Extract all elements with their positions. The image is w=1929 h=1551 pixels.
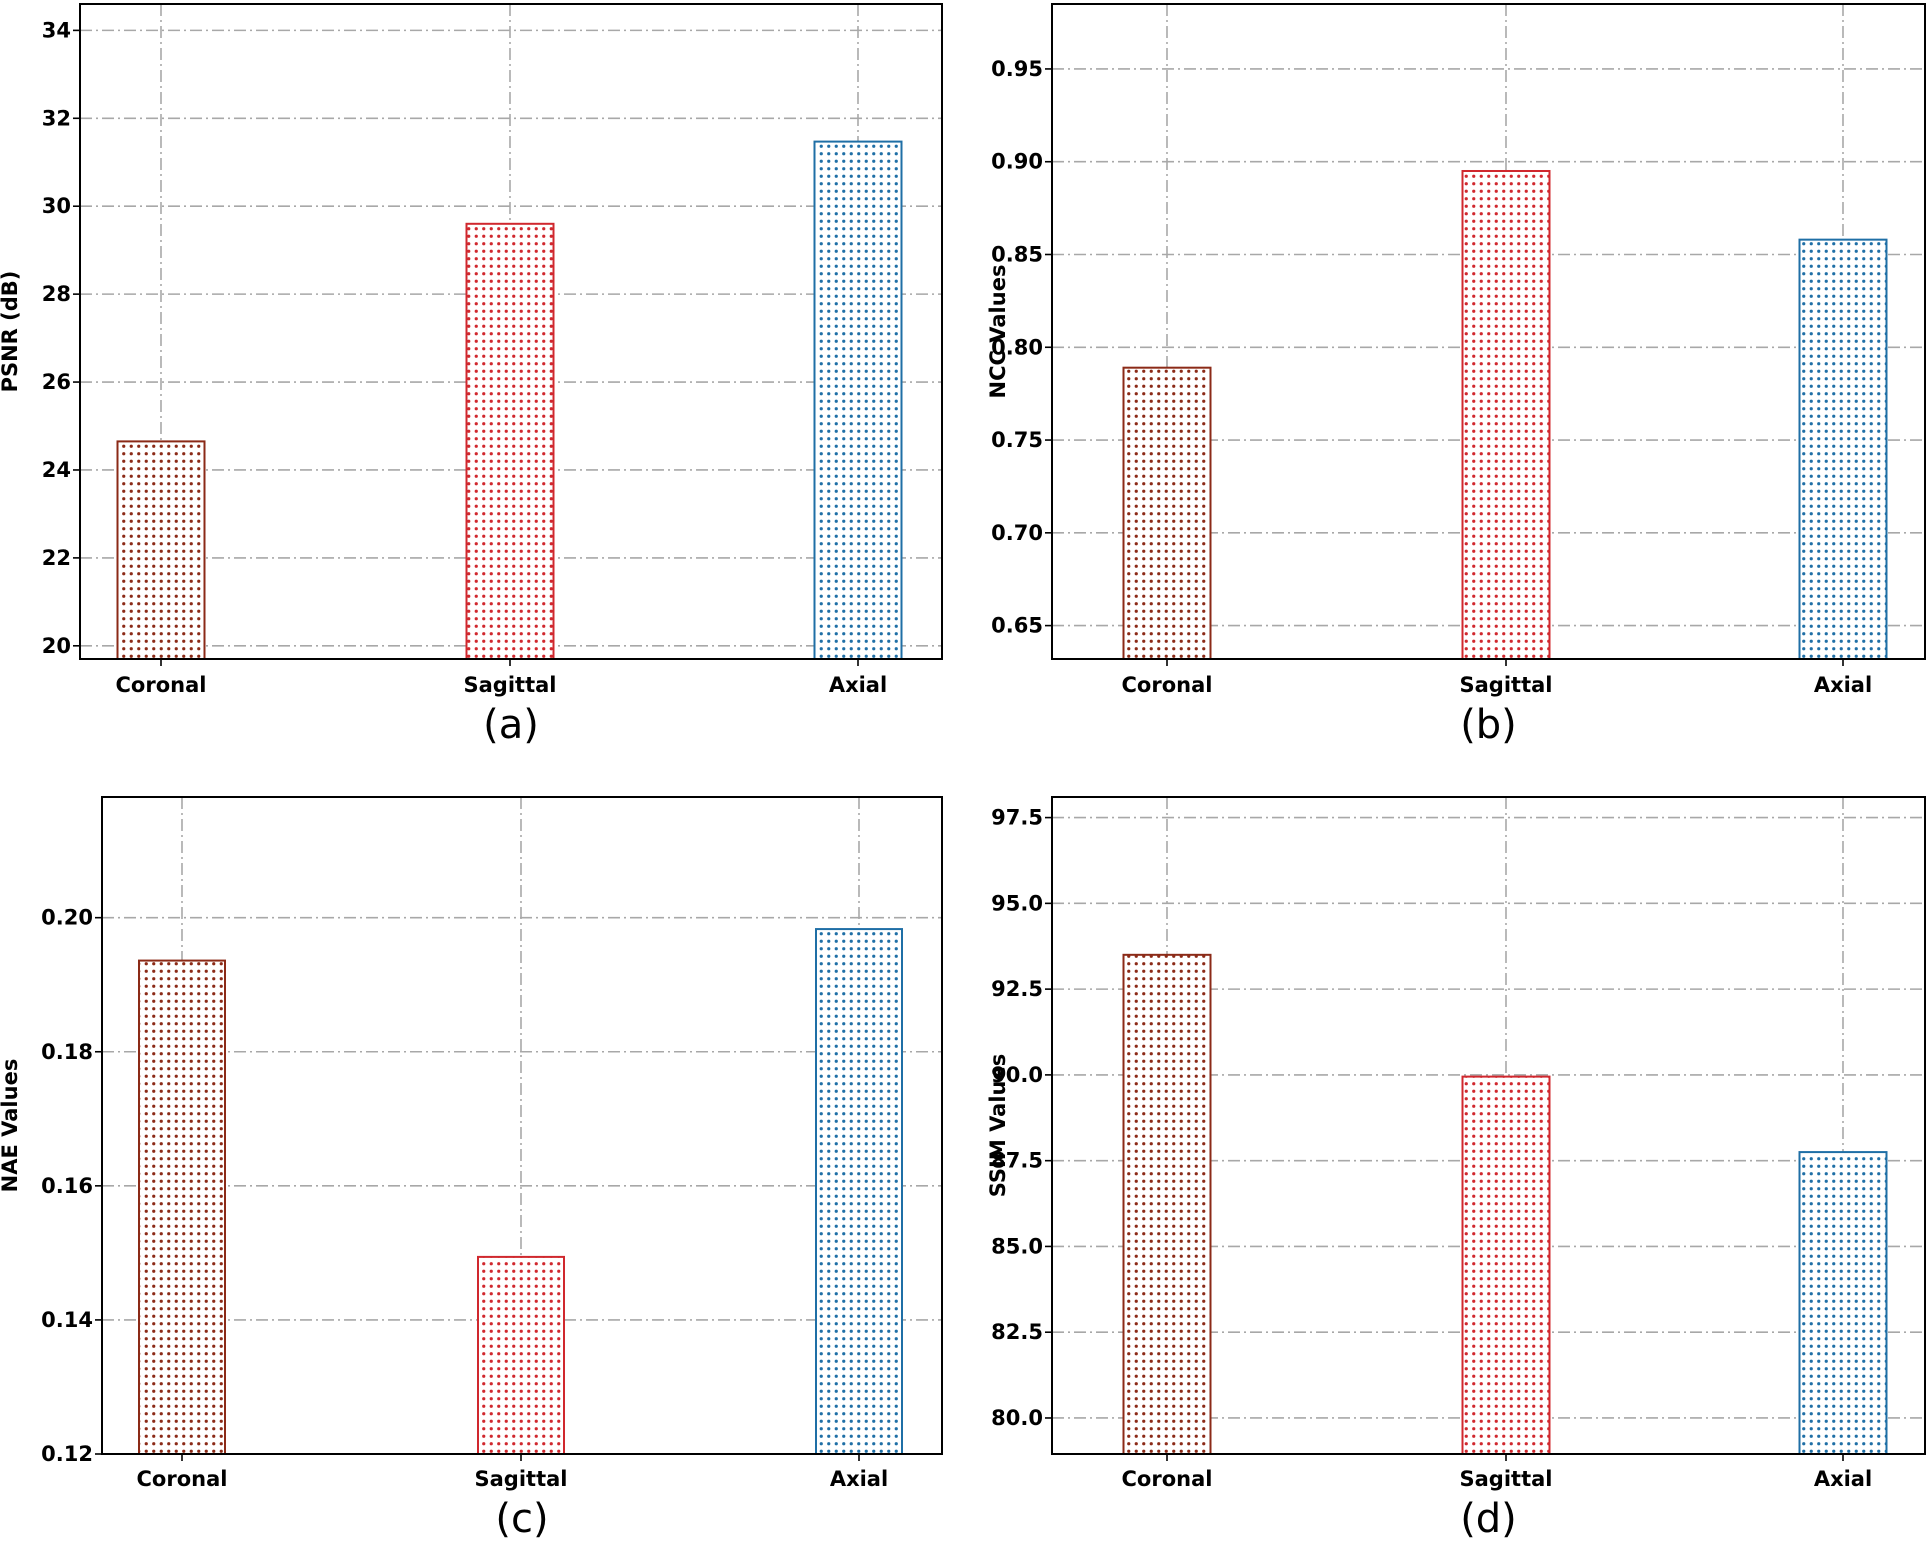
chart-panel-4: 80.0 82.5 85.0 87.5 90.0 92.5 95.0 97.5 Coronal S…	[986, 796, 1926, 1542]
y-tick-label: 0.14	[41, 1308, 93, 1332]
y-axis-label: NAE Values	[0, 1059, 22, 1193]
y-tick-label: 0.18	[41, 1040, 93, 1064]
y-tick-label: 80.0	[991, 1406, 1043, 1430]
x-tick-label: Sagittal	[1460, 1467, 1553, 1491]
plot-frame	[1051, 796, 1926, 1455]
y-tick-label: 85.0	[991, 1234, 1043, 1258]
bar-coronal	[138, 959, 226, 1455]
y-tick-label: 92.5	[991, 977, 1043, 1001]
y-tick-label: 0.90	[991, 150, 1043, 174]
chart-panel-2: 0.65 0.70 0.75 0.80 0.85 0.90 0.95 Coronal Sagit…	[986, 3, 1926, 748]
y-tick-label: 90.0	[991, 1063, 1043, 1087]
x-tick-label: Coronal	[116, 673, 207, 697]
bar-axial	[1798, 1151, 1888, 1455]
y-tick-label: 20	[42, 634, 71, 658]
y-axis-label: PSNR (dB)	[0, 271, 22, 393]
bar-coronal	[116, 440, 206, 660]
bar-axial	[815, 928, 903, 1455]
x-tick-label: Axial	[829, 673, 887, 697]
y-tick-label: 0.20	[41, 906, 93, 930]
y-tick-label: 0.65	[991, 614, 1043, 638]
y-tick-label: 0.95	[991, 57, 1043, 81]
plot-frame	[79, 3, 943, 660]
x-tick-label: Axial	[1814, 673, 1872, 697]
panel-label: (d)	[1460, 1496, 1517, 1542]
bar-coronal	[1122, 366, 1212, 660]
y-tick-label: 87.5	[991, 1149, 1043, 1173]
y-axis-label: SSIM Values	[986, 1054, 1010, 1198]
panel-label: (b)	[1460, 702, 1517, 748]
x-tick-label: Coronal	[1122, 1467, 1213, 1491]
x-tick-label: Axial	[830, 1467, 888, 1491]
panel-label: (c)	[495, 1496, 548, 1542]
bar-coronal	[1122, 953, 1212, 1456]
y-tick-label: 0.70	[991, 521, 1043, 545]
y-tick-label: 32	[42, 106, 71, 130]
y-tick-label: 0.80	[991, 335, 1043, 359]
x-tick-label: Coronal	[1122, 673, 1213, 697]
bar-sagittal	[1461, 1075, 1551, 1455]
bar-axial	[1798, 238, 1888, 661]
plot-frame	[1051, 3, 1926, 660]
y-tick-label: 0.85	[991, 242, 1043, 266]
y-tick-label: 26	[42, 370, 71, 394]
panel-label: (a)	[483, 702, 539, 748]
bar-sagittal	[477, 1255, 565, 1456]
x-tick-label: Sagittal	[1460, 673, 1553, 697]
x-tick-label: Sagittal	[464, 673, 557, 697]
y-tick-label: 97.5	[991, 806, 1043, 830]
y-tick-label: 0.16	[41, 1174, 93, 1198]
x-tick-label: Coronal	[137, 1467, 228, 1491]
y-tick-label: 0.75	[991, 428, 1043, 452]
y-tick-label: 95.0	[991, 891, 1043, 915]
chart-panel-1: 20 22 24 26 28 30 32 34 Coronal Sagittal Axial PSNR…	[0, 3, 943, 748]
plot-frame	[101, 796, 943, 1455]
chart-panel-3: 0.12 0.14 0.16 0.18 0.20 Coronal Sagittal Axial…	[0, 796, 943, 1542]
bar-sagittal	[1461, 169, 1551, 660]
y-tick-label: 30	[42, 194, 71, 218]
y-tick-label: 22	[42, 546, 71, 570]
y-axis-label: NCC Values	[986, 265, 1010, 399]
y-tick-label: 82.5	[991, 1320, 1043, 1344]
x-tick-label: Sagittal	[475, 1467, 568, 1491]
bar-sagittal	[465, 222, 555, 661]
y-tick-label: 34	[42, 18, 71, 42]
y-tick-label: 0.12	[41, 1442, 93, 1466]
x-tick-label: Axial	[1814, 1467, 1872, 1491]
y-tick-label: 28	[42, 282, 71, 306]
bar-axial	[813, 140, 903, 661]
y-tick-label: 24	[42, 458, 71, 482]
